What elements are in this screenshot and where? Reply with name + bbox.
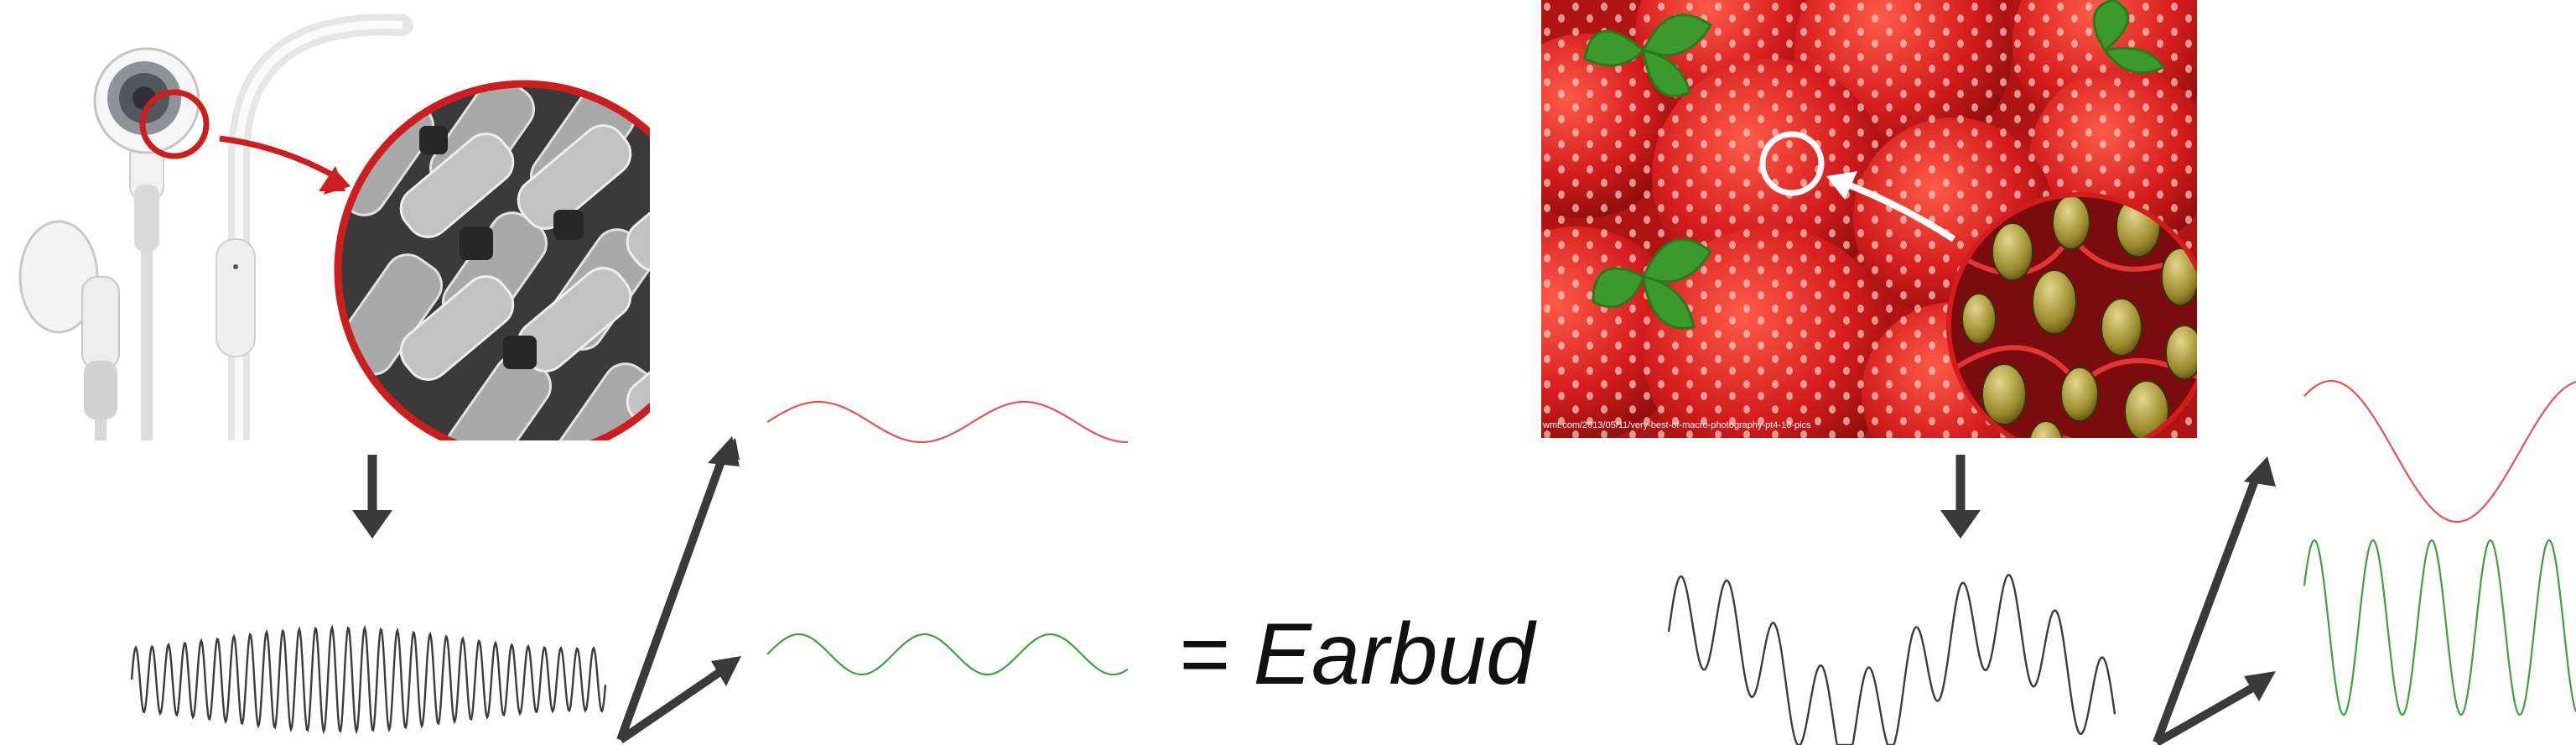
remote-control bbox=[216, 238, 256, 357]
strawberry-macro-photo bbox=[1541, 0, 2197, 438]
low-frequency-component-left bbox=[766, 400, 1128, 444]
highlight-circle bbox=[139, 89, 210, 159]
earbud-icon bbox=[93, 47, 210, 440]
woven-mesh-microscope-icon bbox=[334, 80, 650, 440]
strawberry-leaves bbox=[1583, 0, 2166, 330]
combined-signal-left bbox=[130, 624, 607, 735]
zoom-arrow bbox=[219, 135, 344, 184]
equation-label: = Earbud bbox=[1178, 606, 1535, 703]
earbud-photo bbox=[18, 13, 650, 440]
earbud-side-icon bbox=[18, 220, 120, 440]
combined-signal-right bbox=[1667, 574, 2116, 745]
decompose-arrows-right bbox=[2153, 456, 2276, 745]
strawberry-seed-microscope-icon bbox=[1946, 192, 2197, 438]
seed-highlight-circle bbox=[1759, 131, 1825, 196]
down-arrow-left bbox=[352, 455, 392, 539]
high-frequency-component-left bbox=[766, 633, 1129, 676]
high-frequency-component-right bbox=[2303, 539, 2576, 716]
photo-credit: wmt.com/2013/05/11/very-best-of-macro-ph… bbox=[1543, 420, 1811, 430]
down-arrow-right bbox=[1940, 455, 1981, 539]
decompose-arrows-left bbox=[616, 436, 741, 744]
low-frequency-component-right bbox=[2303, 379, 2576, 524]
